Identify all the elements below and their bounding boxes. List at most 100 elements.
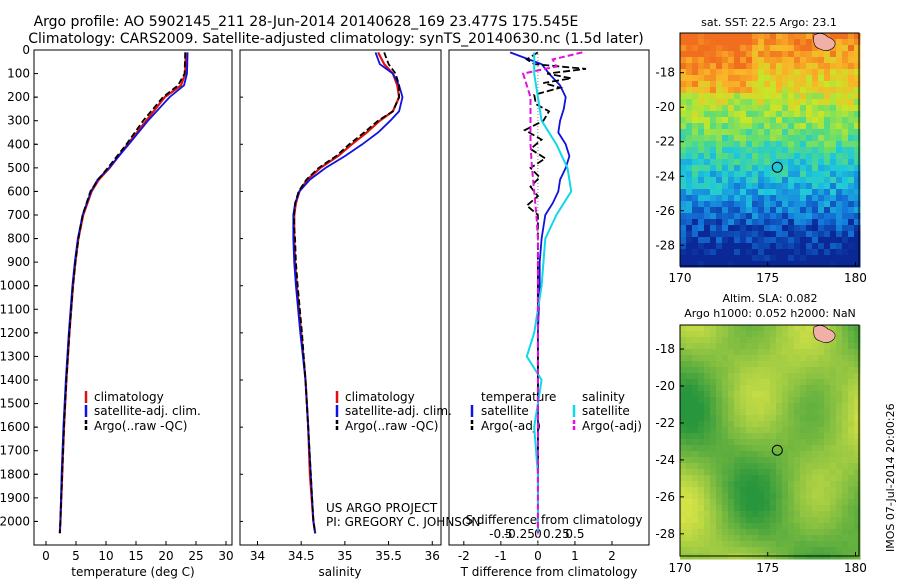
map-cell: [818, 517, 825, 524]
map-cell: [830, 135, 837, 142]
map-cell: [842, 129, 849, 136]
map-cell: [734, 165, 741, 172]
map-cell: [824, 69, 831, 76]
map-cell: [698, 511, 705, 518]
map-cell: [764, 183, 771, 190]
map-cell: [734, 547, 741, 554]
map-cell: [680, 373, 687, 380]
map-cell: [692, 505, 699, 512]
map-cell: [704, 243, 711, 250]
map-cell: [830, 69, 837, 76]
map-cell: [728, 331, 735, 338]
map-cell: [740, 505, 747, 512]
map-cell: [818, 261, 825, 268]
map-cell: [794, 51, 801, 58]
map-cell: [746, 183, 753, 190]
map-cell: [842, 39, 849, 46]
map-cell: [758, 105, 765, 112]
map-cell: [776, 421, 783, 428]
map-cell: [812, 547, 819, 554]
map-cell: [776, 201, 783, 208]
imos-stamp-text: IMOS 07-Jul-2014 20:00:26: [884, 403, 897, 552]
map-cell: [710, 51, 717, 58]
map-cell: [818, 201, 825, 208]
map-x-tick-label: 180: [844, 561, 867, 575]
map-cell: [782, 505, 789, 512]
map-cell: [722, 171, 729, 178]
map-cell: [728, 517, 735, 524]
map-cell: [710, 207, 717, 214]
depth-tick-label: 200: [7, 90, 30, 104]
map-cell: [770, 505, 777, 512]
map-cell: [686, 237, 693, 244]
map-cell: [794, 249, 801, 256]
map-cell: [734, 415, 741, 422]
map-cell: [698, 177, 705, 184]
map-cell: [734, 117, 741, 124]
map-cell: [782, 63, 789, 70]
map-cell: [806, 177, 813, 184]
map-cell: [800, 111, 807, 118]
map-cell: [824, 391, 831, 398]
map-cell: [806, 129, 813, 136]
map-cell: [710, 331, 717, 338]
map-cell: [716, 343, 723, 350]
map-cell: [746, 439, 753, 446]
map-cell: [728, 189, 735, 196]
map-cell: [812, 403, 819, 410]
map-cell: [800, 93, 807, 100]
map-cell: [692, 171, 699, 178]
map-cell: [710, 213, 717, 220]
map-cell: [758, 117, 765, 124]
map-cell: [692, 439, 699, 446]
map-cell: [680, 499, 687, 506]
map-cell: [812, 361, 819, 368]
map-cell: [824, 493, 831, 500]
map-cell: [776, 171, 783, 178]
map-cell: [776, 165, 783, 172]
map-cell: [752, 81, 759, 88]
map-cell: [818, 361, 825, 368]
map-cell: [854, 499, 861, 506]
x-tick-label: 35: [337, 549, 352, 563]
map-cell: [698, 547, 705, 554]
map-cell: [788, 367, 795, 374]
argo-position-marker: [771, 161, 783, 173]
map-cell: [788, 373, 795, 380]
map-cell: [686, 117, 693, 124]
map-cell: [728, 343, 735, 350]
map-cell: [800, 255, 807, 262]
island-landmass: [813, 325, 836, 343]
map-cell: [788, 69, 795, 76]
map-cell: [782, 457, 789, 464]
map-cell: [686, 409, 693, 416]
map-cell: [746, 111, 753, 118]
map-cell: [692, 355, 699, 362]
map-cell: [758, 457, 765, 464]
x-tick-label: 15: [128, 549, 143, 563]
map-cell: [752, 135, 759, 142]
map-cell: [848, 177, 855, 184]
map-cell: [776, 325, 783, 332]
map-cell: [746, 75, 753, 82]
map-cell: [794, 325, 801, 332]
map-cell: [788, 421, 795, 428]
map-cell: [710, 505, 717, 512]
map-cell: [782, 349, 789, 356]
map-cell: [710, 45, 717, 52]
map-cell: [812, 171, 819, 178]
map-cell: [698, 63, 705, 70]
map-cell: [836, 135, 843, 142]
map-cell: [770, 123, 777, 130]
map-cell: [734, 379, 741, 386]
map-cell: [770, 439, 777, 446]
map-cell: [686, 463, 693, 470]
map-cell: [746, 517, 753, 524]
map-cell: [776, 481, 783, 488]
legend-label-satellite-adj: satellite-adj. clim.: [345, 404, 452, 418]
map-cell: [824, 243, 831, 250]
map-cell: [800, 511, 807, 518]
map-cell: [818, 117, 825, 124]
map-cell: [776, 207, 783, 214]
map-cell: [830, 147, 837, 154]
